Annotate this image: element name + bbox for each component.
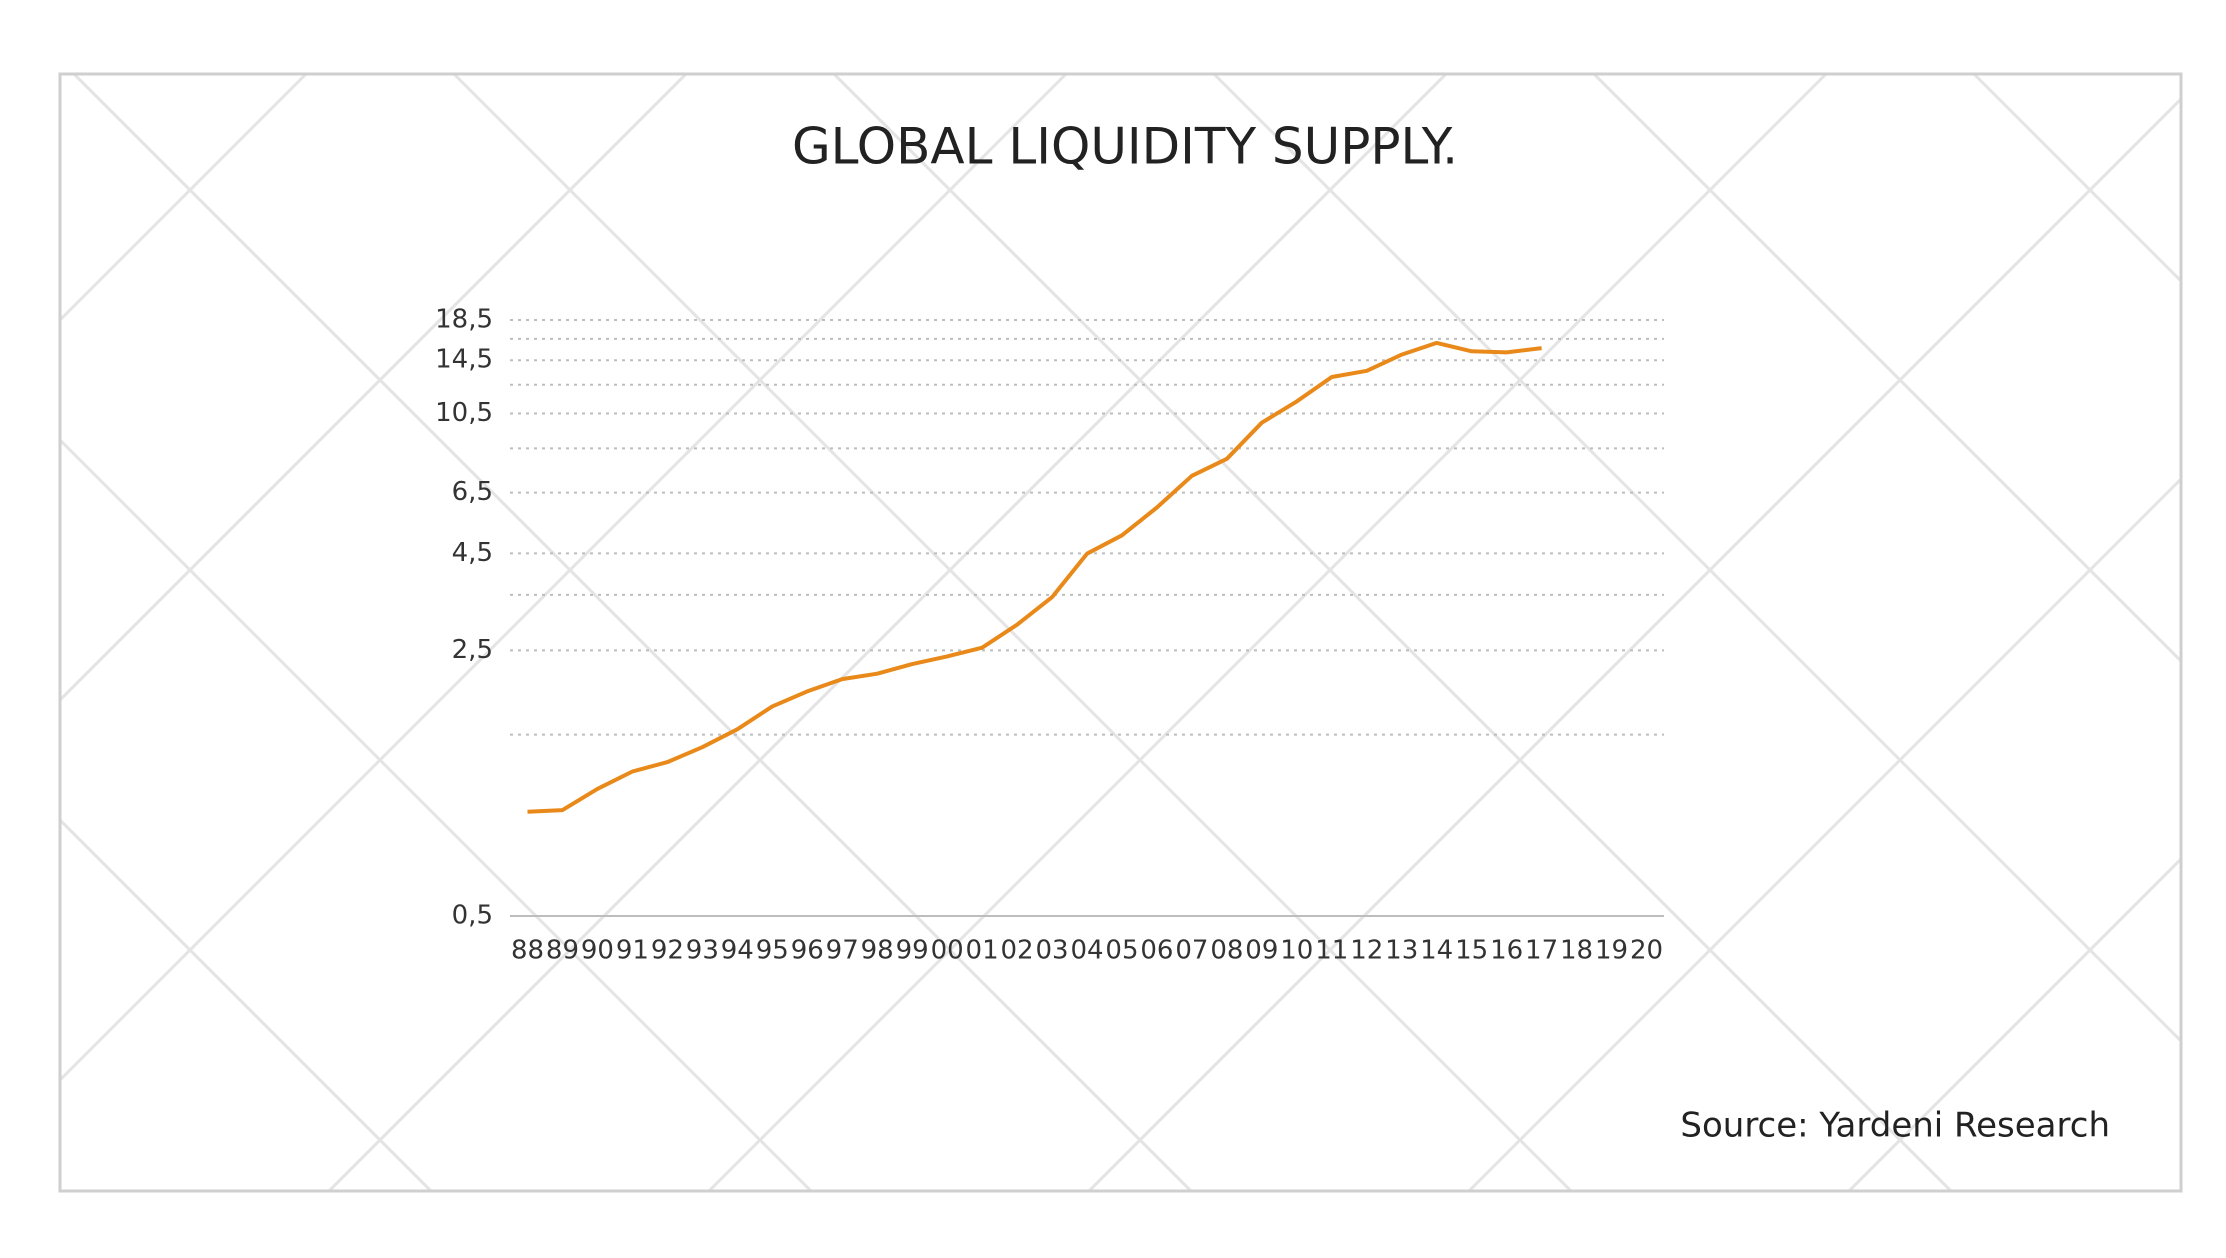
- x-tick-label: 03: [1035, 936, 1068, 966]
- x-tick-label: 16: [1490, 936, 1523, 966]
- x-tick-label: 15: [1455, 936, 1488, 966]
- chart-title: GLOBAL LIQUIDITY SUPPLY.: [792, 118, 1458, 176]
- y-tick-label: 6,5: [452, 477, 493, 507]
- x-tick-label: 09: [1245, 936, 1278, 966]
- x-tick-label: 06: [1140, 936, 1173, 966]
- y-tick-label: 10,5: [435, 398, 493, 428]
- x-tick-label: 91: [616, 936, 649, 966]
- x-tick-label: 92: [651, 936, 684, 966]
- data-line: [527, 340, 1542, 814]
- x-tick-label: 01: [966, 936, 999, 966]
- x-tick-label: 05: [1105, 936, 1138, 966]
- y-tick-label: 0,5: [452, 901, 493, 931]
- x-tick-label: 08: [1210, 936, 1243, 966]
- x-tick-label: 88: [511, 936, 544, 966]
- y-tick-label: 4,5: [452, 538, 493, 568]
- x-tick-label: 12: [1350, 936, 1383, 966]
- x-tick-label: 96: [791, 936, 824, 966]
- x-tick-label: 97: [826, 936, 859, 966]
- x-tick-label: 11: [1315, 936, 1348, 966]
- x-tick-label: 19: [1595, 936, 1628, 966]
- x-tick-label: 18: [1560, 936, 1593, 966]
- x-tick-label: 93: [686, 936, 719, 966]
- x-tick-label: 89: [546, 936, 579, 966]
- x-tick-label: 90: [581, 936, 614, 966]
- x-tick-label: 14: [1420, 936, 1453, 966]
- x-tick-label: 98: [861, 936, 894, 966]
- x-tick-label: 95: [756, 936, 789, 966]
- x-tick-label: 20: [1630, 936, 1663, 966]
- y-tick-label: 14,5: [435, 345, 493, 375]
- x-tick-label: 04: [1070, 936, 1103, 966]
- y-tick-label: 2,5: [452, 635, 493, 665]
- x-tick-label: 00: [931, 936, 964, 966]
- x-tick-label: 99: [896, 936, 929, 966]
- x-tick-label: 13: [1385, 936, 1418, 966]
- y-tick-label: 18,5: [435, 305, 493, 335]
- frame: [58, 72, 2183, 1193]
- x-tick-label: 10: [1280, 936, 1313, 966]
- x-tick-label: 02: [1001, 936, 1034, 966]
- x-tick-label: 17: [1525, 936, 1558, 966]
- x-tick-label: 07: [1175, 936, 1208, 966]
- source-note: Source: Yardeni Research: [1680, 1106, 2110, 1146]
- x-tick-label: 94: [721, 936, 754, 966]
